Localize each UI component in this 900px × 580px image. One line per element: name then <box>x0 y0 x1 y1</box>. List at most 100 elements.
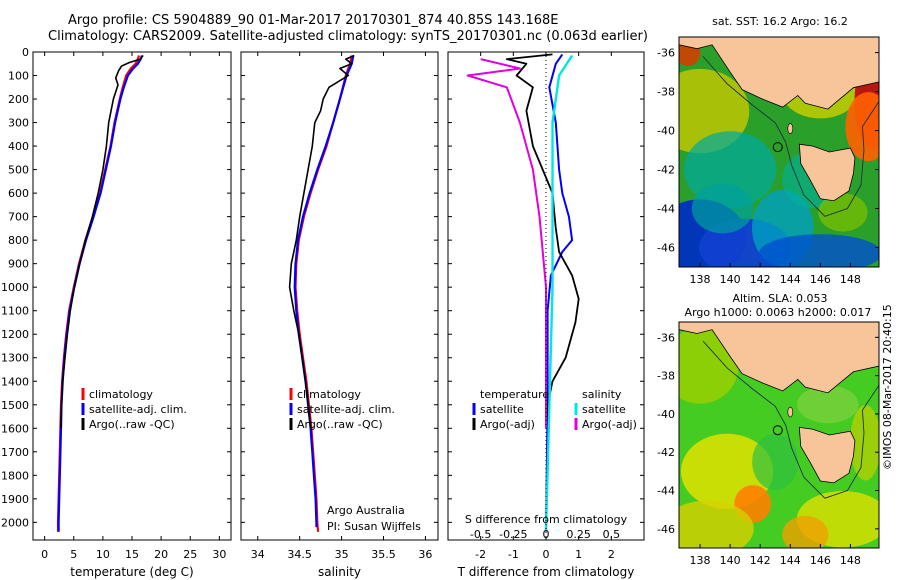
depth-tick-label: 1400 <box>1 375 29 388</box>
field-patch <box>850 405 879 481</box>
lat-tick-label: -40 <box>657 408 675 421</box>
lon-tick-label: 146 <box>810 273 831 286</box>
lat-tick-label: -36 <box>657 47 675 60</box>
float-position-marker <box>772 142 783 153</box>
depth-tick-label: 1700 <box>1 446 29 459</box>
depth-tick-label: 900 <box>8 258 29 271</box>
lon-tick-label: 148 <box>840 554 861 567</box>
depth-tick-label: 800 <box>8 234 29 247</box>
legend-entry: Argo(-adj) <box>582 418 637 431</box>
lat-tick-label: -38 <box>657 86 675 99</box>
annotation-line: PI: Susan Wijffels <box>327 520 421 533</box>
shelf-contour <box>702 340 879 499</box>
lon-tick-label: 138 <box>690 554 711 567</box>
annotation-line: Argo Australia <box>327 504 405 517</box>
lat-tick-label: -44 <box>657 203 675 216</box>
depth-tick-label: 500 <box>8 164 29 177</box>
x-tick-label: 20 <box>154 548 168 561</box>
depth-tick-label: 600 <box>8 187 29 200</box>
lat-tick-label: -44 <box>657 485 675 498</box>
series-line-1 <box>545 53 574 532</box>
lon-tick-label: 148 <box>840 273 861 286</box>
lon-tick-label: 138 <box>690 273 711 286</box>
lat-tick-label: -36 <box>657 331 675 344</box>
sst-map-title: sat. SST: 16.2 Argo: 16.2 <box>712 15 848 28</box>
x-tick-label: 10 <box>96 548 110 561</box>
mainland-landmass <box>679 322 879 394</box>
legend-entry: climatology <box>297 388 361 401</box>
depth-tick-label: 1800 <box>1 469 29 482</box>
legend-heading: salinity <box>582 388 622 401</box>
legend-entry: satellite <box>480 403 524 416</box>
x-tick-label: 1 <box>575 548 582 561</box>
x-tick-label: 15 <box>125 548 139 561</box>
depth-tick-label: 2000 <box>1 516 29 529</box>
depth-tick-label: 1300 <box>1 352 29 365</box>
x-tick-label: -2 <box>475 548 486 561</box>
lon-tick-label: 142 <box>750 554 771 567</box>
x-tick-label: 2 <box>608 548 615 561</box>
legend-entry: satellite-adj. clim. <box>89 403 187 416</box>
timestamp-stamp: ©IMOS 08-Mar-2017 20:40:15 <box>881 304 894 470</box>
profile-panel-3: -2 -1 0 1 2 T difference from climatology temp… <box>447 51 645 579</box>
profile-panel-2: 34 34.5 35 35.5 36 salinity climatology satelli… <box>240 51 439 579</box>
lat-tick-label: -46 <box>657 523 675 536</box>
depth-tick-label: 700 <box>8 211 29 224</box>
field-patch <box>679 500 754 548</box>
series-line-3 <box>288 54 355 429</box>
depth-tick-label: 200 <box>8 93 29 106</box>
x-tick-label: 30 <box>212 548 226 561</box>
legend-entry: Argo(..raw -QC) <box>297 418 383 431</box>
series-line-3 <box>544 54 574 532</box>
depth-tick-label: 1900 <box>1 493 29 506</box>
sla-map-title: Altim. SLA: 0.053 <box>732 292 827 305</box>
field-patch <box>845 92 879 162</box>
x2-axis-label: S difference from climatology <box>465 513 628 526</box>
sst-map: -36 -38 -40 -42 -44 -46 138 140 142 144 146 148 <box>657 36 880 286</box>
field-patch <box>691 183 754 234</box>
legend-heading: temperature <box>480 388 549 401</box>
depth-tick-label: 1600 <box>1 422 29 435</box>
depth-tick-label: 400 <box>8 140 29 153</box>
float-position-marker <box>772 425 783 436</box>
x-axis-label: temperature (deg C) <box>70 565 193 579</box>
map-field <box>679 322 879 548</box>
legend-entry: satellite-adj. clim. <box>297 403 395 416</box>
lat-tick-label: -42 <box>657 164 675 177</box>
x-tick-label: -1 <box>508 548 519 561</box>
king-island <box>787 123 794 134</box>
x-axis-label: T difference from climatology <box>457 565 635 579</box>
series-line-3 <box>60 54 144 429</box>
depth-tick-label: 1100 <box>1 305 29 318</box>
king-island <box>787 406 794 418</box>
x2-tick-label: 0.25 <box>566 528 591 541</box>
depth-tick-label: 0 <box>22 46 29 59</box>
field-patch <box>782 515 829 548</box>
shelf-contour <box>702 56 879 217</box>
x2-tick-label: 0.5 <box>603 528 621 541</box>
map-field <box>679 37 879 267</box>
lat-tick-label: -40 <box>657 125 675 138</box>
mainland-landmass <box>679 37 879 110</box>
x-tick-label: 25 <box>183 548 197 561</box>
depth-tick-label: 1000 <box>1 281 29 294</box>
lon-tick-label: 146 <box>810 554 831 567</box>
series-line-2 <box>505 53 580 429</box>
x-axis-label: salinity <box>318 565 361 579</box>
field-patch <box>758 234 879 267</box>
series-line-4 <box>466 58 547 429</box>
sla-map: -36 -38 -40 -42 -44 -46 138 140 142 144 146 148 <box>657 321 880 567</box>
legend-entry: satellite <box>582 403 626 416</box>
depth-tick-label: 1200 <box>1 328 29 341</box>
x-tick-label: 34 <box>251 548 265 561</box>
field-patch <box>797 385 859 424</box>
x-tick-label: 35 <box>335 548 349 561</box>
field-patch <box>818 193 868 232</box>
lon-tick-label: 140 <box>720 273 741 286</box>
map-frame <box>678 36 880 268</box>
x-tick-label: 34.5 <box>287 548 312 561</box>
x-tick-label: 35.5 <box>371 548 396 561</box>
depth-tick-label: 100 <box>8 70 29 83</box>
lat-tick-label: -42 <box>657 446 675 459</box>
